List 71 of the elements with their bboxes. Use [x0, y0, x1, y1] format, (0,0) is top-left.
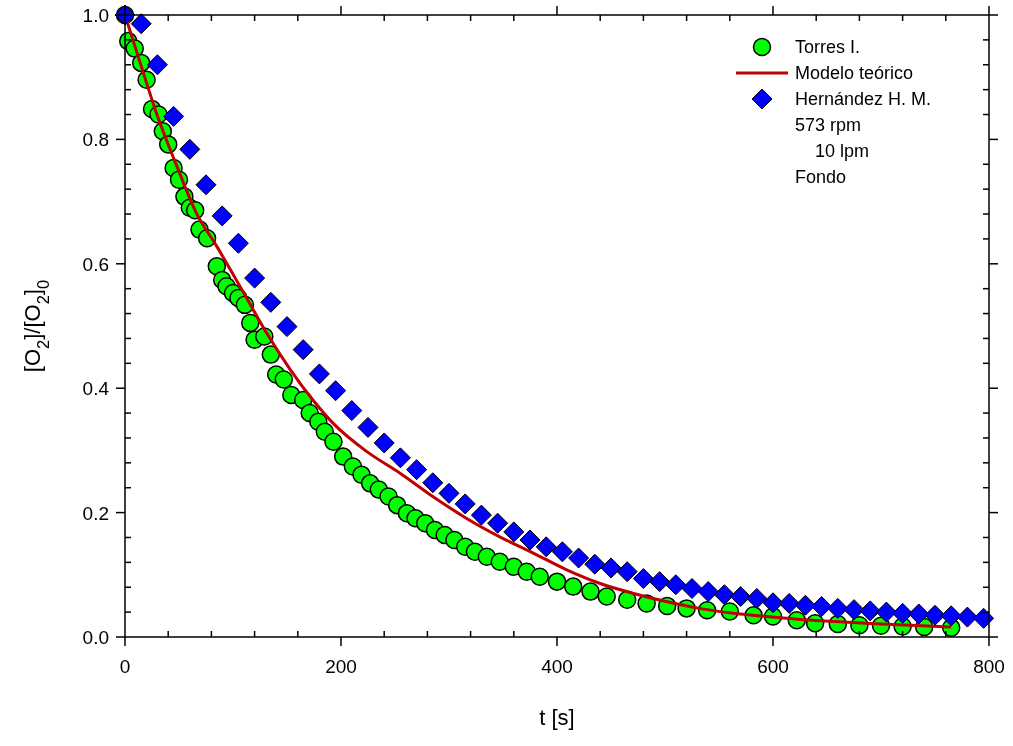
- x-tick-label: 800: [973, 656, 1005, 677]
- point: [357, 416, 379, 438]
- point: [438, 482, 460, 504]
- point: [422, 472, 444, 494]
- y-tick-label: 1.0: [82, 5, 109, 26]
- y-tick-label: 0.8: [82, 129, 109, 151]
- point: [843, 599, 865, 621]
- y-tick-label: 0.4: [82, 378, 110, 400]
- point: [341, 400, 363, 422]
- point: [519, 529, 541, 551]
- point: [956, 606, 978, 628]
- annotation: 573 rpm: [795, 115, 862, 135]
- point: [163, 105, 185, 127]
- point: [730, 586, 752, 608]
- point: [859, 600, 881, 622]
- point: [244, 267, 266, 289]
- point: [454, 493, 476, 515]
- point: [130, 13, 152, 35]
- point: [179, 138, 201, 160]
- point: [146, 54, 168, 76]
- point: [276, 316, 298, 338]
- point: [584, 553, 606, 575]
- point: [665, 574, 687, 596]
- point: [762, 592, 784, 614]
- legend-label: Modelo teórico: [795, 63, 914, 83]
- point: [697, 581, 719, 603]
- x-tick-label: 0: [119, 656, 131, 677]
- y-tick-label: 0.6: [82, 253, 109, 275]
- legend-label: Hernández H. M.: [795, 89, 932, 109]
- point: [325, 380, 347, 402]
- point: [195, 174, 217, 196]
- point: [600, 557, 622, 579]
- annotation: Fondo: [795, 167, 847, 187]
- point: [681, 577, 703, 599]
- point: [778, 592, 800, 614]
- x-tick-label: 600: [757, 656, 789, 677]
- y-tick-label: 0.2: [82, 502, 109, 524]
- point: [616, 561, 638, 583]
- x-tick-label: 400: [541, 656, 573, 677]
- y-tick-label: 0.0: [82, 627, 109, 648]
- point: [973, 607, 995, 629]
- point: [470, 504, 492, 526]
- point: [568, 547, 590, 569]
- point: [649, 571, 671, 593]
- point: [794, 594, 816, 616]
- point: [389, 447, 411, 469]
- point: [632, 568, 654, 590]
- point: [292, 339, 314, 361]
- point: [503, 521, 525, 543]
- point: [811, 596, 833, 618]
- point: [892, 602, 914, 624]
- point: [827, 597, 849, 619]
- x-axis-title: t [s]: [539, 705, 575, 730]
- point: [940, 605, 962, 627]
- point: [875, 601, 897, 623]
- point: [406, 459, 428, 481]
- point: [308, 363, 330, 385]
- point: [551, 541, 573, 563]
- legend-label: Torres I.: [795, 37, 861, 57]
- x-tick-label: 200: [325, 656, 357, 677]
- point: [908, 603, 930, 625]
- annotation: 10 lpm: [815, 141, 870, 161]
- point: [227, 232, 249, 254]
- point: [487, 512, 509, 534]
- point: [924, 604, 946, 626]
- point: [746, 587, 768, 609]
- point: [260, 291, 282, 313]
- point: [211, 205, 233, 227]
- point: [373, 432, 395, 454]
- point: [713, 584, 735, 606]
- point: [535, 536, 557, 558]
